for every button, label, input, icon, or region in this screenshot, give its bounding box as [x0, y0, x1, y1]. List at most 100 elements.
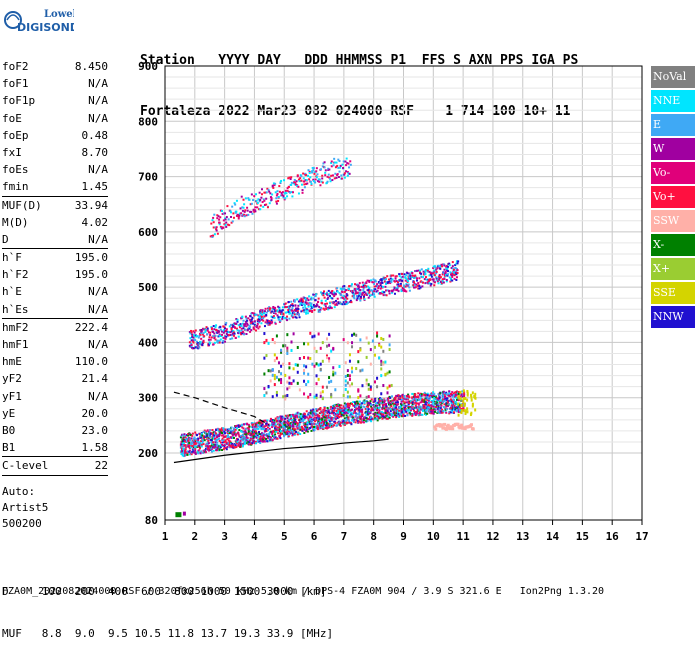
echo-point — [320, 411, 323, 414]
echo-point — [235, 322, 238, 325]
echo-point — [382, 404, 385, 407]
echo-point — [238, 326, 241, 329]
echo-point — [244, 440, 247, 443]
echo-point — [337, 176, 340, 179]
echo-point — [214, 326, 217, 329]
echo-point — [339, 410, 342, 413]
echo-point — [385, 405, 388, 408]
echo-point — [306, 312, 309, 315]
echo-point — [230, 436, 233, 439]
echo-point — [236, 329, 239, 332]
echo-point — [284, 189, 287, 192]
echo-point — [262, 427, 265, 430]
echo-point — [349, 410, 352, 413]
echo-point — [294, 428, 297, 431]
echo-point — [220, 335, 223, 338]
echo-point — [390, 401, 393, 404]
echo-point — [352, 416, 355, 419]
echo-point — [223, 430, 226, 433]
echo-point — [224, 223, 227, 226]
echo-point — [346, 369, 349, 373]
param-row: foF1 N/A — [2, 75, 108, 92]
echo-point — [390, 412, 393, 415]
x-tick-label: 8 — [370, 530, 377, 543]
echo-point — [359, 338, 362, 342]
echo-point — [316, 426, 319, 429]
echo-point — [303, 303, 306, 306]
echo-point — [325, 427, 328, 430]
echo-point — [212, 441, 215, 444]
echo-point — [454, 271, 457, 274]
param-row: h`F 195.0 — [2, 249, 108, 266]
echo-point — [302, 416, 305, 419]
echo-point — [454, 395, 457, 398]
echo-point — [286, 423, 289, 426]
echo-point — [330, 425, 333, 428]
echo-point — [214, 334, 217, 337]
echo-point — [438, 275, 441, 278]
echo-point — [206, 445, 209, 448]
echo-point — [240, 331, 243, 334]
echo-point — [463, 427, 467, 431]
echo-point — [364, 407, 367, 410]
echo-point — [331, 412, 334, 415]
echo-point — [239, 207, 242, 210]
echo-point — [362, 284, 365, 287]
echo-point — [275, 430, 278, 433]
echo-point — [451, 427, 455, 431]
echo-point — [303, 183, 306, 186]
echo-point — [351, 333, 354, 337]
echo-point — [339, 166, 342, 169]
echo-point — [455, 269, 458, 272]
echo-point — [200, 432, 203, 435]
logo-line2: DIGISONDE — [17, 21, 74, 34]
echo-point — [318, 422, 321, 425]
echo-point — [196, 445, 199, 448]
echo-point — [271, 193, 274, 196]
echo-point — [273, 353, 276, 357]
echo-point — [201, 451, 204, 454]
echo-point — [348, 419, 351, 422]
echo-point — [324, 423, 327, 426]
echo-point — [351, 366, 354, 370]
echo-point — [436, 402, 439, 405]
echo-point — [216, 436, 219, 439]
echo-point — [237, 335, 240, 338]
echo-point — [244, 328, 247, 331]
echo-point — [228, 437, 231, 440]
echo-point — [304, 308, 307, 311]
echo-point — [342, 393, 345, 397]
echo-point — [343, 423, 346, 426]
echo-point — [222, 226, 225, 229]
echo-point — [394, 412, 397, 415]
echo-point — [219, 328, 222, 331]
echo-point — [438, 396, 441, 399]
echo-point — [298, 180, 301, 183]
echo-point — [307, 380, 310, 384]
echo-point — [352, 420, 355, 423]
echo-point — [463, 402, 466, 406]
echo-point — [444, 274, 447, 277]
y-tick-label: 900 — [138, 60, 158, 73]
echo-point — [282, 344, 285, 348]
echo-point — [426, 395, 429, 398]
echo-point — [373, 380, 376, 384]
echo-point — [427, 406, 430, 409]
echo-point — [313, 395, 316, 399]
echo-point — [392, 407, 395, 410]
echo-point — [424, 401, 427, 404]
echo-point — [377, 406, 380, 409]
echo-point — [372, 412, 375, 415]
echo-point — [269, 322, 272, 325]
echo-point — [287, 424, 290, 427]
echo-point — [185, 438, 188, 441]
echo-point — [400, 288, 403, 291]
echo-point — [288, 312, 291, 315]
echo-point — [243, 323, 246, 326]
echo-point — [209, 429, 212, 432]
echo-point — [420, 399, 423, 402]
echo-point — [315, 419, 318, 422]
echo-point — [280, 192, 283, 195]
echo-point — [336, 297, 339, 300]
echo-point — [300, 303, 303, 306]
